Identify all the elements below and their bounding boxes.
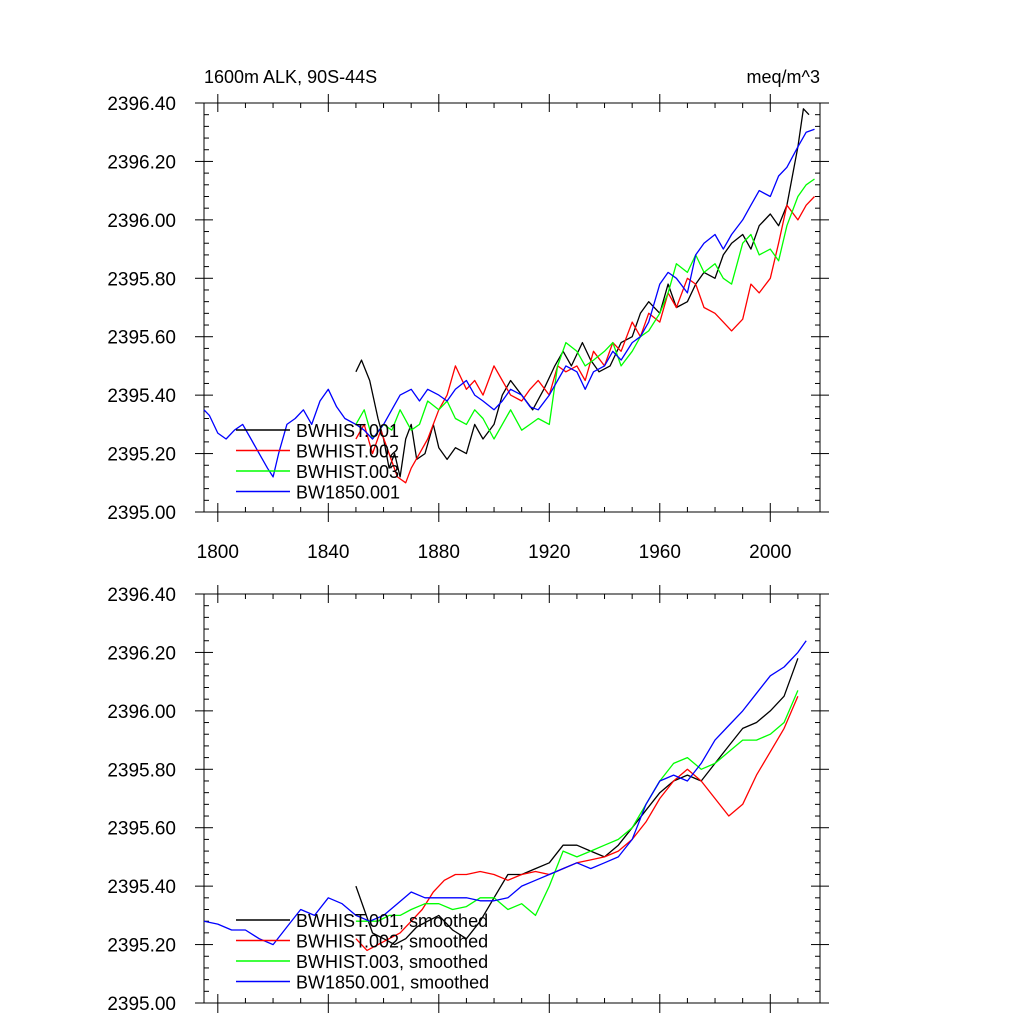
top-y-tick-label: 2395.80 bbox=[107, 269, 176, 290]
bottom-series-line-3 bbox=[203, 640, 807, 946]
top-y-tick-label: 2396.40 bbox=[107, 94, 176, 115]
bottom-series-line-2 bbox=[355, 690, 799, 922]
top-chart-panel: 1600m ALK, 90S-44S meq/m^3 1800 1840 1880 1… bbox=[107, 67, 829, 563]
bottom-y-tick-label: 2395.80 bbox=[107, 760, 176, 781]
top-chart-series bbox=[203, 108, 815, 484]
bottom-legend-label-3: BW1850.001, smoothed bbox=[296, 973, 489, 993]
bottom-legend-label-1: BWHIST.002, smoothed bbox=[296, 932, 488, 952]
bottom-y-tick-label: 2396.40 bbox=[107, 585, 176, 606]
top-series-line-3 bbox=[203, 128, 815, 478]
bottom-legend-label-2: BWHIST.003, smoothed bbox=[296, 952, 488, 972]
bottom-series-line-0 bbox=[355, 658, 799, 946]
top-x-tick-label: 1840 bbox=[307, 542, 349, 563]
top-series-line-0 bbox=[355, 108, 810, 478]
bottom-chart-plot-frame bbox=[203, 593, 821, 1004]
top-chart-title-right: meq/m^3 bbox=[747, 67, 820, 87]
top-y-tick-label: 2395.60 bbox=[107, 328, 176, 349]
bottom-y-tick-label: 2396.20 bbox=[107, 643, 176, 664]
bottom-y-tick-label: 2395.40 bbox=[107, 877, 176, 898]
top-x-tick-label: 1960 bbox=[639, 542, 681, 563]
bottom-y-tick-label: 2395.60 bbox=[107, 819, 176, 840]
top-chart-plot-frame bbox=[203, 102, 821, 513]
bottom-chart-ticks: 2395.00 2395.20 2395.40 2395.60 2395.80 2396.… bbox=[107, 585, 829, 1015]
top-legend-label-3: BW1850.001 bbox=[296, 483, 400, 503]
bottom-y-tick-label: 2396.00 bbox=[107, 702, 176, 723]
top-x-tick-label: 1800 bbox=[197, 542, 239, 563]
bottom-legend-label-0: BWHIST.001, smoothed bbox=[296, 911, 488, 931]
top-legend-label-1: BWHIST.002 bbox=[296, 442, 399, 462]
top-y-tick-label: 2395.00 bbox=[107, 503, 176, 524]
bottom-chart-panel: 2395.00 2395.20 2395.40 2395.60 2395.80 2396.… bbox=[107, 585, 829, 1015]
bottom-chart-series bbox=[203, 640, 807, 952]
top-chart-title-left: 1600m ALK, 90S-44S bbox=[204, 67, 377, 87]
top-y-tick-label: 2396.00 bbox=[107, 211, 176, 232]
top-x-tick-label: 2000 bbox=[749, 542, 791, 563]
top-series-line-2 bbox=[355, 178, 815, 440]
bottom-y-tick-label: 2395.20 bbox=[107, 936, 176, 957]
top-chart-ticks: 1800 1840 1880 1920 1960 2000 2395.00 2395.20 23… bbox=[107, 94, 829, 563]
top-y-tick-label: 2395.40 bbox=[107, 386, 176, 407]
top-series-line-1 bbox=[355, 196, 815, 484]
top-y-tick-label: 2396.20 bbox=[107, 152, 176, 173]
top-y-tick-label: 2395.20 bbox=[107, 445, 176, 466]
top-x-tick-label: 1920 bbox=[528, 542, 570, 563]
bottom-y-tick-label: 2395.00 bbox=[107, 994, 176, 1015]
top-legend-label-0: BWHIST.001 bbox=[296, 421, 399, 441]
top-legend-label-2: BWHIST.003 bbox=[296, 462, 399, 482]
top-x-tick-label: 1880 bbox=[418, 542, 460, 563]
